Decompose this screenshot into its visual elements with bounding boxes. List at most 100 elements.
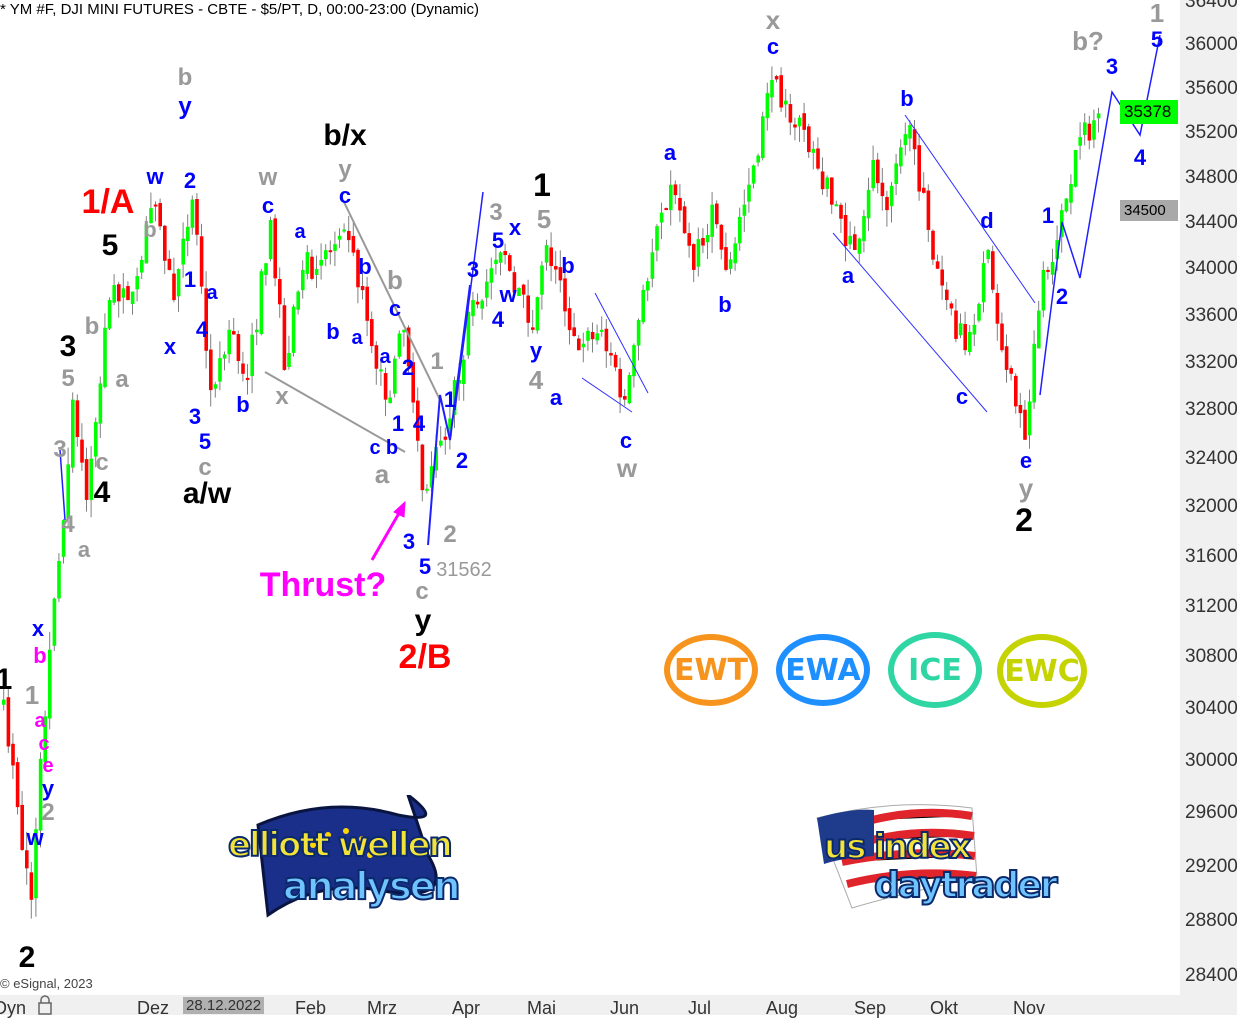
candle-up	[190, 199, 195, 228]
candle-up	[471, 300, 475, 317]
wave-label: 1/A	[81, 183, 135, 221]
wave-label: b	[358, 254, 372, 279]
wave-label: b?	[1072, 26, 1104, 56]
candle-down	[935, 261, 940, 269]
candle-down	[526, 295, 530, 323]
wave-label: w	[616, 453, 638, 483]
wave-label: 1	[430, 348, 444, 375]
candle-up	[305, 252, 310, 274]
y-tick-label: 29200	[1185, 855, 1237, 877]
candle-up	[2, 699, 6, 705]
price-axis[interactable]: 36400 36000 35600 35200 34800 34400 34000 33600…	[1180, 0, 1237, 995]
candle-up	[972, 324, 977, 335]
candle-down	[411, 362, 415, 403]
wave-label: b	[177, 64, 193, 91]
candle-up	[811, 148, 816, 153]
price-chart[interactable]: 1/A 5 3 4 2 1 w 2 b y b 1 a x 4 b a 5 3 c 4 a 3 5 c b a/w w c a x b/x y c…	[0, 0, 1180, 995]
candle-down	[232, 331, 236, 335]
wave-label: c	[198, 454, 212, 481]
y-tick-label: 28400	[1185, 964, 1237, 986]
candle-up	[862, 216, 866, 242]
candle-down	[347, 230, 351, 241]
candle-up	[135, 276, 139, 290]
us-index-daytrader-logo: us index daytrader	[812, 798, 1082, 923]
y-tick-label: 32000	[1185, 496, 1237, 518]
candle-down	[963, 324, 967, 351]
blue-channel-line	[832, 232, 988, 413]
candle-up	[595, 333, 599, 341]
candle-up	[669, 184, 673, 211]
candle-up	[889, 185, 894, 207]
wave-label: b	[718, 292, 732, 317]
candle-down	[29, 872, 34, 900]
candle-down	[521, 284, 526, 295]
candle-down	[820, 171, 825, 190]
wave-label: 1	[0, 663, 13, 696]
dynamic-mode-label[interactable]: Dyn	[0, 998, 27, 1018]
candle-up	[259, 271, 264, 335]
wave-label: c	[619, 428, 633, 453]
candle-down	[383, 373, 388, 400]
x-tick-label: Mrz	[367, 998, 397, 1018]
candle-up	[34, 829, 38, 899]
x-tick-label: Jun	[610, 998, 640, 1018]
candle-down	[572, 327, 576, 337]
candle-down	[567, 308, 572, 331]
candle-down	[719, 224, 724, 250]
candle-down	[1087, 123, 1092, 141]
candle-down	[949, 303, 954, 309]
candle-down	[885, 196, 889, 211]
wave-label: c	[338, 183, 352, 208]
wave-label: a	[374, 459, 390, 489]
candle-down	[816, 148, 820, 169]
candle-up	[61, 520, 66, 557]
wave-label: 3	[59, 330, 77, 363]
candle-down	[172, 273, 176, 301]
level-price-tag: 34500	[1120, 200, 1178, 221]
wave-label: c	[766, 34, 780, 59]
candle-up	[903, 134, 908, 146]
candle-up	[848, 235, 852, 245]
candle-up	[434, 447, 438, 471]
candle-up	[301, 269, 305, 291]
candle-down	[682, 206, 687, 234]
logo-text-line2: analysen	[282, 864, 462, 908]
wave-label: e	[1019, 448, 1033, 473]
candle-down	[1046, 269, 1050, 272]
candle-up	[1055, 240, 1059, 260]
candle-down	[278, 279, 282, 305]
wave-label: a	[841, 263, 855, 288]
candle-up	[1027, 401, 1032, 436]
candle-up	[636, 320, 641, 346]
candle-up	[659, 212, 664, 223]
lock-icon[interactable]	[37, 995, 53, 1020]
candle-down	[590, 331, 595, 340]
candle-up	[756, 155, 760, 163]
candle-down	[204, 288, 208, 351]
wave-label: 5	[101, 229, 119, 262]
y-tick-label: 30000	[1185, 749, 1237, 771]
wave-label: e	[42, 755, 54, 777]
candle-down	[1018, 405, 1023, 414]
wave-label: w	[499, 282, 517, 307]
x-tick-label: Sep	[854, 998, 887, 1018]
gray-trendline	[342, 199, 441, 401]
ice-logo: ICE	[888, 632, 982, 708]
candle-down	[503, 251, 507, 256]
blue-channel-line	[581, 377, 633, 413]
candle-down	[15, 762, 20, 808]
candle-up	[314, 268, 319, 275]
wave-label: a	[294, 221, 306, 243]
candle-down	[623, 396, 627, 400]
wave-label: 5	[491, 228, 505, 253]
candle-up	[296, 291, 300, 310]
time-axis[interactable]: Dyn 28.12.2022 Dez Feb Mrz Apr Mai Jun Jul Aug S…	[0, 995, 1237, 1018]
candle-up	[1073, 149, 1078, 187]
candle-up	[218, 358, 222, 382]
wave-label: a	[115, 366, 129, 393]
candle-up	[871, 160, 875, 189]
wave-label: b	[387, 265, 403, 295]
wave-label: c	[415, 578, 429, 605]
ewc-logo-text: EWC	[1004, 653, 1080, 689]
candle-down	[664, 208, 668, 211]
